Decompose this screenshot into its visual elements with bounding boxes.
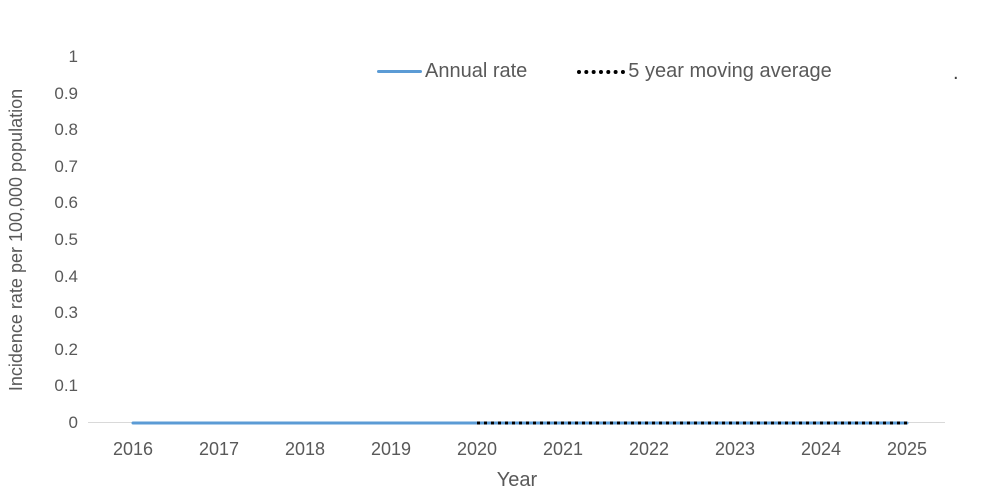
x-tick-label: 2017 [198,439,240,459]
x-tick-label: 2018 [284,439,326,459]
x-tick-label: 2021 [542,439,584,459]
x-tick-label: 2020 [456,439,498,459]
solid-line-icon [377,70,422,73]
y-tick-label: 1 [68,47,78,66]
legend-item-moving-average: 5 year moving average [577,60,832,83]
legend-item-annual-rate: Annual rate [377,60,527,83]
x-tick-label: 2023 [714,439,756,459]
y-tick-label: 0.8 [54,120,78,140]
x-tick-label: 2016 [112,439,154,459]
y-tick-label: 0.3 [54,303,78,323]
y-tick-label: 0.4 [54,266,78,286]
x-axis-title: Year [496,469,538,491]
x-tick-label: 2024 [800,439,842,459]
y-tick-label: 0.7 [54,156,78,176]
x-tick-label: 2019 [370,439,412,459]
legend-label-annual-rate: Annual rate [425,60,528,82]
x-tick-label: 2025 [886,439,928,459]
stray-period-annotation: . [953,62,959,84]
y-tick-label: 0.1 [54,376,78,396]
y-tick-label: 0.2 [54,339,78,359]
legend: Annual rate 5 year moving average [377,60,832,83]
y-tick-label: 0.6 [54,193,78,213]
dotted-line-icon [577,69,626,74]
legend-label-moving-average: 5 year moving average [628,60,832,82]
x-tick-label: 2022 [628,439,670,459]
y-tick-label: 0 [68,413,78,432]
y-tick-label: 0.5 [54,230,78,249]
y-tick-label: 0.9 [54,83,78,103]
